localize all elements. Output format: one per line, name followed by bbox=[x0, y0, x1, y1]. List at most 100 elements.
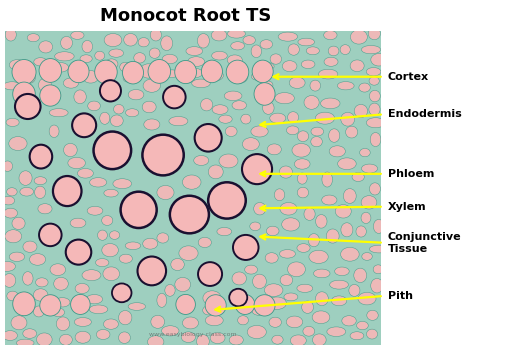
Ellipse shape bbox=[185, 68, 203, 78]
Ellipse shape bbox=[109, 49, 124, 57]
Ellipse shape bbox=[288, 44, 299, 55]
Ellipse shape bbox=[13, 82, 35, 106]
Ellipse shape bbox=[102, 215, 113, 226]
Ellipse shape bbox=[369, 77, 379, 85]
Ellipse shape bbox=[284, 293, 298, 301]
Ellipse shape bbox=[219, 115, 232, 123]
Ellipse shape bbox=[71, 65, 84, 74]
Ellipse shape bbox=[27, 34, 40, 42]
Ellipse shape bbox=[37, 333, 52, 346]
Ellipse shape bbox=[112, 283, 132, 302]
Ellipse shape bbox=[210, 332, 225, 343]
Ellipse shape bbox=[227, 55, 242, 65]
Ellipse shape bbox=[311, 136, 323, 147]
Ellipse shape bbox=[201, 60, 222, 83]
Ellipse shape bbox=[125, 109, 139, 117]
Ellipse shape bbox=[228, 29, 245, 38]
Ellipse shape bbox=[188, 57, 205, 66]
Ellipse shape bbox=[368, 27, 381, 40]
Ellipse shape bbox=[279, 166, 292, 178]
Ellipse shape bbox=[360, 149, 370, 157]
Text: Phloem: Phloem bbox=[388, 169, 434, 179]
Ellipse shape bbox=[87, 206, 103, 215]
Ellipse shape bbox=[311, 127, 324, 136]
Ellipse shape bbox=[205, 315, 223, 326]
Ellipse shape bbox=[110, 115, 123, 127]
Ellipse shape bbox=[33, 306, 44, 317]
Ellipse shape bbox=[371, 278, 383, 293]
Ellipse shape bbox=[34, 186, 45, 199]
Ellipse shape bbox=[104, 33, 122, 47]
Ellipse shape bbox=[143, 135, 184, 175]
Ellipse shape bbox=[50, 264, 66, 276]
Ellipse shape bbox=[200, 98, 213, 111]
Ellipse shape bbox=[328, 46, 339, 56]
Ellipse shape bbox=[370, 133, 381, 147]
Ellipse shape bbox=[312, 311, 330, 324]
Ellipse shape bbox=[316, 215, 327, 228]
Ellipse shape bbox=[350, 332, 364, 340]
Ellipse shape bbox=[179, 246, 198, 261]
Ellipse shape bbox=[292, 143, 311, 157]
Ellipse shape bbox=[142, 101, 156, 113]
Ellipse shape bbox=[22, 272, 33, 285]
Ellipse shape bbox=[5, 230, 22, 243]
Ellipse shape bbox=[298, 38, 315, 46]
Ellipse shape bbox=[157, 185, 174, 200]
Ellipse shape bbox=[252, 305, 266, 315]
Ellipse shape bbox=[137, 256, 166, 285]
Ellipse shape bbox=[370, 245, 389, 253]
Ellipse shape bbox=[331, 296, 347, 306]
Ellipse shape bbox=[254, 83, 275, 105]
Ellipse shape bbox=[278, 32, 298, 41]
Ellipse shape bbox=[22, 71, 35, 84]
Ellipse shape bbox=[100, 80, 121, 102]
Text: Pith: Pith bbox=[388, 291, 413, 301]
Ellipse shape bbox=[55, 52, 74, 61]
Ellipse shape bbox=[263, 81, 273, 89]
Ellipse shape bbox=[74, 318, 91, 326]
Ellipse shape bbox=[60, 334, 73, 345]
Ellipse shape bbox=[123, 61, 144, 84]
Ellipse shape bbox=[269, 317, 281, 327]
Ellipse shape bbox=[125, 242, 141, 250]
Ellipse shape bbox=[66, 239, 91, 265]
Ellipse shape bbox=[35, 278, 48, 287]
Ellipse shape bbox=[243, 36, 255, 45]
Ellipse shape bbox=[89, 305, 108, 314]
Ellipse shape bbox=[11, 316, 27, 330]
Ellipse shape bbox=[359, 83, 370, 92]
Ellipse shape bbox=[309, 234, 319, 247]
Ellipse shape bbox=[335, 205, 351, 218]
Ellipse shape bbox=[370, 183, 381, 195]
Ellipse shape bbox=[340, 45, 350, 55]
Ellipse shape bbox=[97, 330, 110, 339]
Ellipse shape bbox=[72, 113, 96, 137]
Ellipse shape bbox=[267, 144, 281, 155]
Ellipse shape bbox=[298, 173, 307, 184]
Ellipse shape bbox=[19, 171, 32, 185]
Ellipse shape bbox=[71, 31, 84, 39]
Ellipse shape bbox=[371, 54, 387, 66]
Ellipse shape bbox=[12, 60, 36, 85]
Ellipse shape bbox=[118, 310, 132, 325]
Ellipse shape bbox=[13, 292, 35, 316]
Ellipse shape bbox=[203, 291, 221, 305]
Ellipse shape bbox=[175, 277, 191, 292]
Ellipse shape bbox=[252, 60, 273, 83]
Ellipse shape bbox=[195, 124, 222, 152]
Ellipse shape bbox=[110, 231, 120, 239]
Ellipse shape bbox=[63, 78, 79, 88]
Ellipse shape bbox=[229, 289, 247, 306]
Ellipse shape bbox=[150, 29, 161, 41]
Ellipse shape bbox=[361, 196, 377, 209]
Ellipse shape bbox=[282, 61, 297, 72]
Ellipse shape bbox=[241, 114, 251, 124]
Ellipse shape bbox=[366, 68, 381, 76]
Ellipse shape bbox=[321, 98, 340, 109]
Ellipse shape bbox=[148, 60, 171, 83]
Ellipse shape bbox=[3, 331, 17, 340]
Text: Xylem: Xylem bbox=[388, 202, 426, 212]
Ellipse shape bbox=[103, 267, 120, 280]
Ellipse shape bbox=[327, 327, 346, 337]
